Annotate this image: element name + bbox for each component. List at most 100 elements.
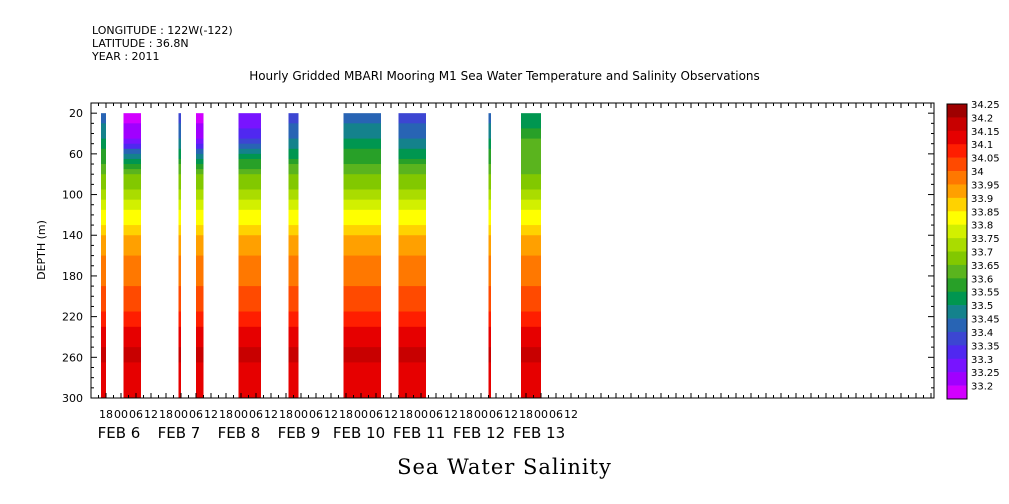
y-axis-label: DEPTH (m) <box>35 220 48 280</box>
year-label: YEAR : 2011 <box>92 50 160 63</box>
colorbar-label: 33.9 <box>971 194 993 205</box>
heatmap-cell <box>101 316 106 323</box>
heatmap-cell <box>178 342 181 348</box>
heatmap-cell <box>398 148 426 155</box>
heatmap-cell <box>101 367 106 374</box>
heatmap-cell <box>488 255 491 262</box>
heatmap-cell <box>521 291 541 297</box>
heatmap-cell <box>488 204 491 211</box>
heatmap-cell <box>123 382 141 389</box>
heatmap-cell <box>238 123 261 129</box>
heatmap-cell <box>288 194 299 201</box>
heatmap-cell <box>196 347 204 353</box>
heatmap-cell <box>196 362 204 368</box>
heatmap-cell <box>398 214 426 221</box>
heatmap-cell <box>238 214 261 221</box>
heatmap-cell <box>101 118 106 124</box>
heatmap-cell <box>288 240 299 246</box>
colorbar-swatch <box>947 331 967 346</box>
colorbar-label: 33.25 <box>971 368 1000 379</box>
heatmap-cell <box>521 138 541 145</box>
heatmap-cell <box>178 336 181 343</box>
heatmap-cell <box>521 113 541 119</box>
heatmap-cell <box>101 387 106 394</box>
heatmap-cell <box>178 209 181 216</box>
heatmap-cell <box>196 153 204 160</box>
heatmap-cell <box>398 189 426 196</box>
heatmap-cell <box>288 123 299 129</box>
heatmap-cell <box>123 230 141 236</box>
heatmap-cell <box>238 286 261 292</box>
colorbar-swatch <box>947 264 967 279</box>
heatmap-cell <box>101 174 106 180</box>
heatmap-cell <box>343 301 381 307</box>
heatmap-cell <box>178 382 181 389</box>
heatmap-cell <box>521 225 541 231</box>
heatmap-cell <box>178 158 181 165</box>
heatmap-cell <box>343 179 381 185</box>
x-day-label: FEB 6 <box>98 424 141 442</box>
heatmap-cell <box>343 204 381 211</box>
heatmap-cell <box>288 158 299 165</box>
x-day-label: FEB 12 <box>453 424 505 442</box>
heatmap-cell <box>288 362 299 368</box>
heatmap-cell <box>488 179 491 185</box>
heatmap-cell <box>123 235 141 241</box>
heatmap-cell <box>288 382 299 389</box>
heatmap-cell <box>123 291 141 297</box>
heatmap-cell <box>288 113 299 119</box>
heatmap-cell <box>238 362 261 368</box>
heatmap-cell <box>398 342 426 348</box>
heatmap-cell <box>288 265 299 272</box>
heatmap-cell <box>521 296 541 302</box>
heatmap-cell <box>196 306 204 313</box>
heatmap-cell <box>343 169 381 175</box>
heatmap-cell <box>343 143 381 150</box>
heatmap-cell <box>521 347 541 353</box>
heatmap-cell <box>521 311 541 318</box>
heatmap-cell <box>521 362 541 368</box>
heatmap-cell <box>196 281 204 287</box>
heatmap-cell <box>398 169 426 175</box>
heatmap-cell <box>238 275 261 282</box>
heatmap-cell <box>343 362 381 368</box>
heatmap-cell <box>178 326 181 333</box>
heatmap-cell <box>101 255 106 262</box>
heatmap-cell <box>123 372 141 379</box>
heatmap-cell <box>521 133 541 140</box>
heatmap-cell <box>488 311 491 318</box>
heatmap-cell <box>178 148 181 155</box>
heatmap-cell <box>398 219 426 226</box>
x-tick-label: 06 <box>429 408 443 421</box>
heatmap-cell <box>238 306 261 313</box>
heatmap-cell <box>488 362 491 368</box>
colorbar-label: 33.95 <box>971 181 1000 192</box>
heatmap-cell <box>101 133 106 140</box>
heatmap-cell <box>238 311 261 318</box>
heatmap-cell <box>196 179 204 185</box>
heatmap-cell <box>398 179 426 185</box>
heatmap-cell <box>101 260 106 267</box>
x-tick-label: 12 <box>204 408 218 421</box>
x-tick-label: 12 <box>264 408 278 421</box>
heatmap-cell <box>521 255 541 262</box>
heatmap-cell <box>101 275 106 282</box>
heatmap-cell <box>178 164 181 170</box>
colorbar-label: 33.35 <box>971 341 1000 352</box>
colorbar-swatch <box>947 358 967 373</box>
heatmap-cell <box>123 199 141 206</box>
x-tick-label: 18 <box>99 408 113 421</box>
heatmap-cell <box>238 296 261 302</box>
heatmap-cell <box>488 199 491 206</box>
heatmap-cell <box>288 235 299 241</box>
heatmap-cell <box>238 194 261 201</box>
y-tick-label: 220 <box>62 311 83 324</box>
heatmap-cell <box>101 153 106 160</box>
heatmap-cell <box>123 148 141 155</box>
heatmap-cell <box>488 169 491 175</box>
heatmap-cell <box>521 387 541 394</box>
heatmap-cell <box>398 143 426 150</box>
heatmap-cell <box>196 270 204 277</box>
heatmap-cell <box>101 164 106 170</box>
heatmap-cell <box>178 204 181 211</box>
